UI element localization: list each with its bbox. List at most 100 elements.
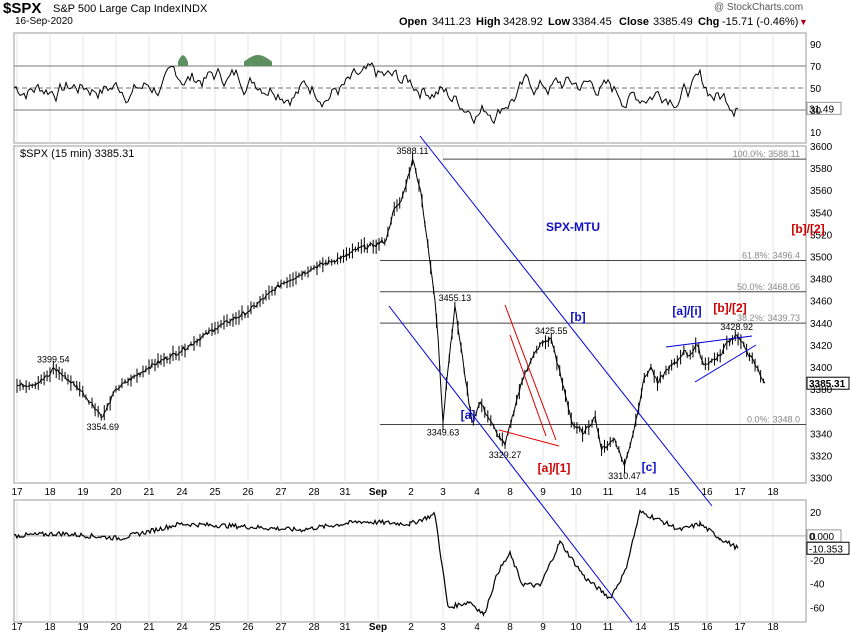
ohlc-low-label: Low <box>548 16 570 28</box>
x-tick-label-bottom: 2 <box>408 622 414 633</box>
osc-tick-label: 20 <box>810 508 822 519</box>
ohlc-close-label: Close <box>619 16 649 28</box>
ohlc-open-label: Open <box>399 16 428 28</box>
price-tick-label: 3320 <box>810 451 833 462</box>
channel-lower-line <box>388 305 633 623</box>
rsi-tick-label: 50 <box>810 84 822 95</box>
x-tick-label: 3 <box>440 487 446 498</box>
x-tick-label: Sep <box>369 487 387 498</box>
price-tick-label: 3540 <box>810 208 833 219</box>
price-tick-label: 3500 <box>810 252 833 263</box>
ohlc-high-label: High <box>476 16 501 28</box>
rsi-tick-label: 30 <box>810 106 822 117</box>
red-wedge-line <box>509 334 547 437</box>
x-tick-label-bottom: 25 <box>209 622 221 633</box>
x-tick-label-bottom: 17 <box>11 622 23 633</box>
price-value-label: 3399.54 <box>37 354 70 364</box>
wave-label: SPX-MTU <box>546 220 600 234</box>
ohlc-chg: -15.71 (-0.46%) <box>722 16 799 28</box>
x-tick-label: 2 <box>408 487 414 498</box>
osc-value-label: 0.000 <box>809 532 834 543</box>
x-tick-label-bottom: 8 <box>507 622 513 633</box>
x-tick-label-bottom: 21 <box>143 622 155 633</box>
price-value-label: 3425.55 <box>535 326 568 336</box>
red-wedge-line <box>498 429 560 447</box>
x-tick-label: 28 <box>308 487 320 498</box>
price-line <box>16 157 766 468</box>
symbol: $SPX <box>3 0 42 17</box>
x-tick-label: 9 <box>540 487 546 498</box>
price-value-label: 3329.27 <box>489 450 522 460</box>
x-tick-label: 25 <box>209 487 221 498</box>
x-tick-label-bottom: 15 <box>668 622 680 633</box>
rsi-overbought-fill <box>178 55 188 66</box>
x-tick-label-bottom: 3 <box>440 622 446 633</box>
price-tick-label: 3340 <box>810 429 833 440</box>
fib-label: 0.0%: 3348.0 <box>747 414 800 424</box>
price-value-label: 3428.92 <box>720 322 753 332</box>
x-tick-label-bottom: 31 <box>339 622 351 633</box>
price-value-label: 3349.63 <box>427 428 460 438</box>
chart-header: $SPX S&P 500 Large Cap Index INDX 16-Sep… <box>0 0 850 30</box>
rsi-tick-label: 90 <box>810 40 822 51</box>
price-tick-label: 3300 <box>810 473 833 484</box>
x-tick-label-bottom: 16 <box>701 622 713 633</box>
fib-label: 50.0%: 3468.06 <box>737 282 800 292</box>
fib-label: 100.0%: 3588.11 <box>733 149 800 159</box>
wave-label: [b]/[2] <box>713 301 746 315</box>
x-tick-label: 17 <box>11 487 23 498</box>
price-tick-label: 3480 <box>810 275 833 286</box>
rsi-tick-label: 10 <box>810 128 822 139</box>
rsi-value-box <box>806 101 842 115</box>
price-tick-label: 3360 <box>810 407 833 418</box>
price-value-label: 3455.13 <box>439 293 472 303</box>
x-tick-label: 11 <box>603 487 614 498</box>
osc-tick-label: -40 <box>810 580 825 591</box>
x-tick-label-bottom: 14 <box>635 622 647 633</box>
x-tick-label-bottom: 9 <box>540 622 546 633</box>
price-value-label: 3354.69 <box>87 422 120 432</box>
wedge-lower-line <box>694 344 757 383</box>
watermark: @ StockCharts.com <box>714 2 804 13</box>
price-tick-label: 3520 <box>810 230 833 241</box>
oscillator-panel <box>13 499 807 623</box>
rsi-line <box>13 62 738 125</box>
x-tick-label-bottom: 26 <box>242 622 254 633</box>
price-value-label: 3588.11 <box>397 146 429 156</box>
osc-value-label: -10.353 <box>809 544 843 555</box>
price-panel <box>13 145 807 484</box>
ohlc-close: 3385.49 <box>653 16 693 28</box>
x-tick-label: 17 <box>734 487 746 498</box>
osc-current-box <box>806 541 850 555</box>
rsi-overbought-fill <box>244 55 272 66</box>
ohlc-open: 3411.23 <box>432 16 471 28</box>
wedge-upper-line <box>665 335 753 348</box>
x-tick-label-bottom: 27 <box>275 622 287 633</box>
rsi-value-label: 31.49 <box>809 104 834 115</box>
x-tick-label: 20 <box>110 487 122 498</box>
fib-label: 38.2%: 3439.73 <box>737 313 800 323</box>
x-tick-label: 27 <box>275 487 287 498</box>
x-tick-label-bottom: 28 <box>308 622 320 633</box>
x-tick-label-bottom: Sep <box>369 622 387 633</box>
price-tick-label: 3380 <box>810 385 833 396</box>
price-value-label: 3310.47 <box>608 471 641 481</box>
osc-tick-label: 0 <box>810 532 816 543</box>
ohlc-high: 3428.92 <box>503 16 543 28</box>
price-tick-label: 3580 <box>810 164 833 175</box>
x-tick-label-bottom: 17 <box>734 622 746 633</box>
x-tick-label-bottom: 18 <box>44 622 56 633</box>
channel-upper-line <box>419 135 713 507</box>
price-tick-label: 3560 <box>810 186 833 197</box>
exchange: INDX <box>181 3 208 15</box>
x-tick-label: 26 <box>242 487 254 498</box>
price-tick-label: 3460 <box>810 297 833 308</box>
x-tick-label: 21 <box>143 487 155 498</box>
x-tick-label-bottom: 4 <box>474 622 480 633</box>
price-legend: $SPX (15 min) 3385.31 <box>20 148 134 160</box>
red-wedge-line <box>504 304 557 441</box>
chg-down-arrow-icon: ▼ <box>799 17 808 27</box>
x-tick-label-bottom: 24 <box>176 622 188 633</box>
fib-label: 61.8%: 3496.4 <box>742 250 800 260</box>
